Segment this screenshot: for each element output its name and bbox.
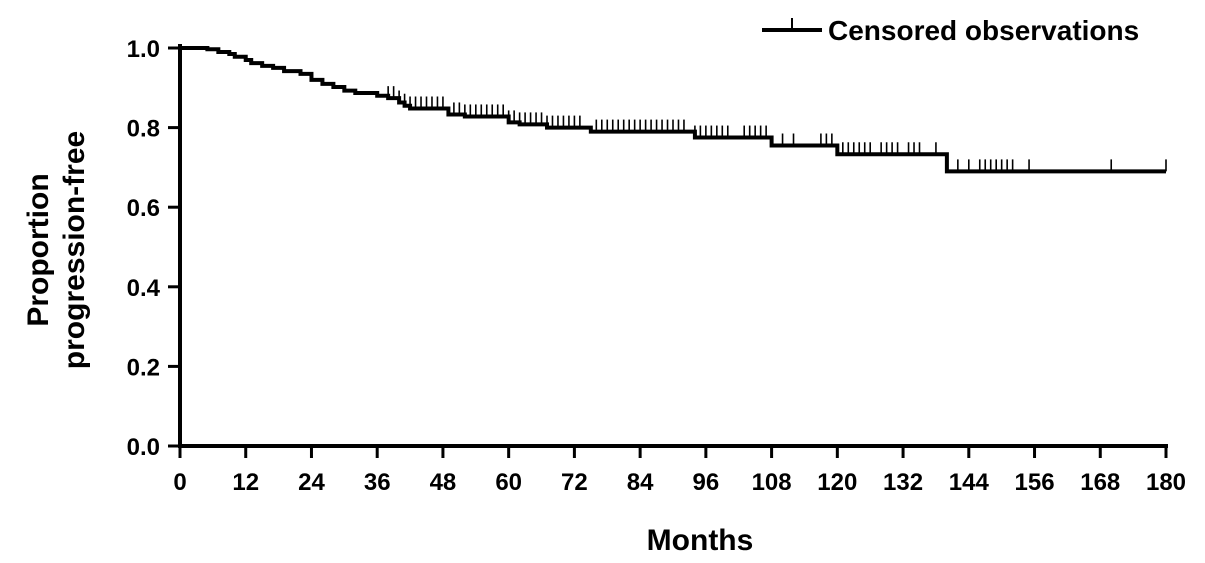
- plot-area: 0.0 0.2 0.4 0.6 0.8 1.0 0 12 24 36 48 60 72 84 96 108 1…: [127, 36, 1186, 496]
- legend: Censored observations: [762, 15, 1139, 46]
- legend-label: Censored observations: [828, 15, 1139, 46]
- x-tick-label: 180: [1146, 469, 1186, 496]
- x-tick-label: 48: [430, 469, 457, 496]
- y-tick-label: 1.0: [127, 36, 160, 63]
- y-tick-label: 0.0: [127, 434, 160, 461]
- x-tick-label: 24: [298, 469, 325, 496]
- x-tick-label: 12: [232, 469, 259, 496]
- x-tick-label: 132: [883, 469, 923, 496]
- x-tick-label: 168: [1080, 469, 1120, 496]
- x-ticks: 0 12 24 36 48 60 72 84 96 108 120 132 144 156 168 180: [173, 446, 1186, 496]
- y-tick-label: 0.8: [127, 116, 160, 143]
- x-tick-label: 120: [817, 469, 857, 496]
- x-tick-label: 0: [173, 469, 186, 496]
- y-tick-label: 0.6: [127, 195, 160, 222]
- x-tick-label: 36: [364, 469, 391, 496]
- x-tick-label: 108: [752, 469, 792, 496]
- y-tick-label: 0.2: [127, 354, 160, 381]
- x-tick-label: 84: [627, 469, 654, 496]
- x-tick-label: 72: [561, 469, 588, 496]
- y-axis-title: Proportion progression-free: [22, 131, 91, 369]
- x-axis-title: Months: [647, 524, 754, 557]
- x-tick-label: 156: [1015, 469, 1055, 496]
- x-tick-label: 96: [693, 469, 720, 496]
- y-axis-title-line-2: progression-free: [58, 131, 91, 369]
- survival-curve-layer: [180, 46, 1166, 174]
- survival-curve: [180, 46, 1166, 174]
- x-tick-label: 60: [495, 469, 522, 496]
- y-axis-title-line-1: Proportion: [22, 173, 55, 326]
- y-ticks: 0.0 0.2 0.4 0.6 0.8 1.0: [127, 36, 180, 461]
- censor-marks: [387, 86, 1167, 172]
- x-tick-label: 144: [949, 469, 990, 496]
- y-tick-label: 0.4: [127, 275, 161, 302]
